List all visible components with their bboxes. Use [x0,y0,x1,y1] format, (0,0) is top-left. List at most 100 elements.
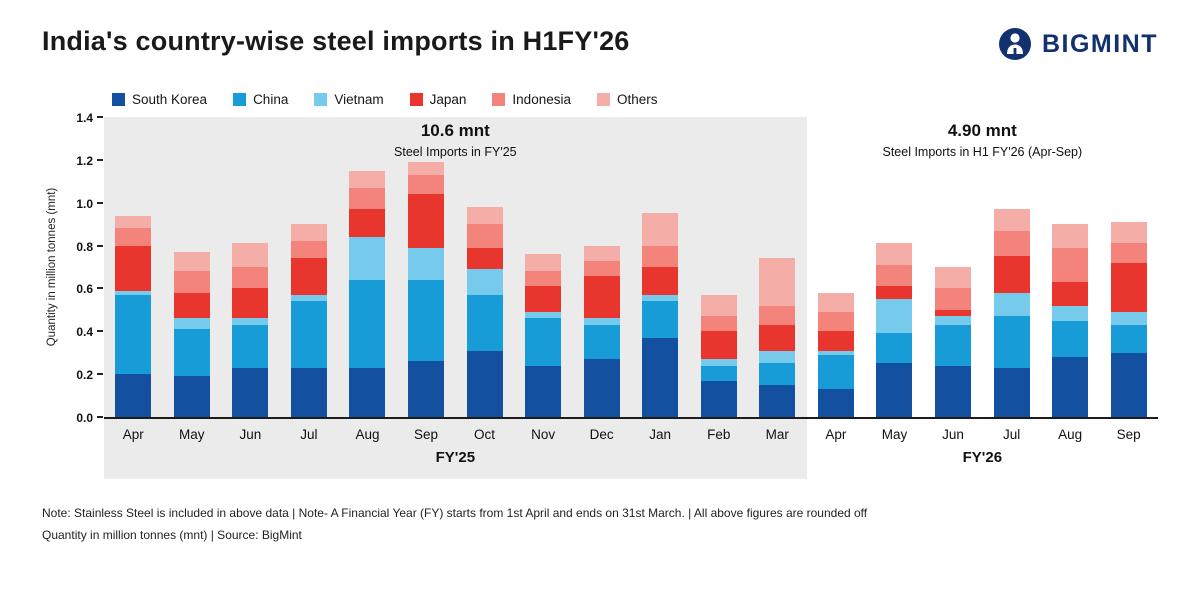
bar-segment [466,207,503,225]
stacked-bar [583,245,620,417]
bar-segment [993,256,1030,293]
footnote-line-2: Quantity in million tonnes (mnt) | Sourc… [42,527,302,542]
bar-segment [232,367,269,417]
bar-segment [1052,305,1089,321]
annotation: 10.6 mnt Steel Imports in FY'25 [104,121,807,159]
annotation-title: 10.6 mnt [420,121,490,140]
stacked-bar [759,258,796,417]
x-tick-label: Jul [300,427,318,442]
legend-label: Indonesia [512,92,571,107]
x-tick-label: Jan [649,427,672,442]
brand-logo: BIGMINT [997,26,1158,62]
legend-label: Japan [429,92,467,107]
bar-segment [700,294,737,317]
bar-segment [583,359,620,417]
x-tick-label: Sep [413,427,439,442]
bar-segment [408,194,444,248]
bar-segment [290,224,327,242]
stacked-bar [466,207,503,417]
legend-label: China [253,92,289,107]
y-tick-label: 0.6 [76,282,93,297]
bar-segment [1052,224,1089,248]
stacked-bar [993,209,1030,417]
bar-segment [466,224,503,248]
bar-segment [115,374,152,417]
bar-segment [993,367,1030,417]
legend-item: Others [596,92,658,107]
bar-segment [232,243,269,268]
y-tick-mark [97,244,103,247]
bar-segment [759,350,796,364]
y-tick-mark [97,201,103,204]
bar-segment [232,324,269,368]
group-label: FY'25 [435,449,476,466]
chart-panel-fy25: 10.6 mnt Steel Imports in FY'25 Apr May Jun J… [104,117,807,479]
bar-segment [408,247,444,280]
bar-segment [232,267,269,289]
brand-name: BIGMINT [1041,29,1158,58]
bar-segment [1110,312,1147,325]
bar-segment [759,363,796,385]
bar-segment [525,286,562,313]
x-tick-label: Nov [531,427,556,442]
y-tick-label: 0.4 [76,325,93,340]
x-tick-labels: Apr May Jun Jul Aug Sep Oct Nov Dec Jan Feb Mar [104,417,807,442]
y-tick-label: 1.0 [76,196,93,211]
legend-swatch [112,93,125,106]
y-tick-mark [97,158,103,161]
x-tick-label: May [881,427,908,442]
bar-segment [759,258,796,306]
bar-segment [583,260,620,276]
bar-segment [290,241,327,259]
bar-segment [232,288,269,319]
bar-segment [115,290,152,295]
y-axis: 0.0 0.2 0.4 0.6 0.8 1.0 1.2 1.4 [62,111,104,425]
bar-segment [993,209,1030,231]
bar-segment [1110,262,1147,313]
y-tick-mark [97,373,103,376]
x-tick-label: May [179,427,205,442]
bar-segment [173,252,210,272]
legend-swatch [492,93,506,106]
bar-segment [232,318,269,325]
bar-segment [642,294,679,302]
legend-swatch [314,93,328,106]
bar-segment [408,361,444,417]
bar-segment [817,331,854,351]
bar-segment [173,318,210,330]
bars-row [807,117,1158,417]
bar-segment [817,292,854,313]
bar-segment [993,316,1030,368]
bar-segment [817,312,854,332]
y-tick-label: 0.8 [76,239,93,254]
legend-label: South Korea [132,92,208,107]
bigmint-logo-icon [998,28,1031,60]
legend-swatch [596,93,610,106]
bar-segment [466,269,503,295]
bar-segment [935,288,972,310]
bar-segment [173,271,210,293]
chart-panel-fy26: 4.90 mnt Steel Imports in H1 FY'26 (Apr-S… [806,117,1158,479]
y-axis-title: Quantity in million tonnes (mnt) [42,117,62,417]
bar-segment [525,271,562,287]
y-axis-title-text: Quantity in million tonnes (mnt) [46,187,58,347]
bar-segment [700,380,737,417]
x-tick-label: Oct [474,427,496,442]
stacked-bar [290,224,327,417]
bar-segment [115,294,152,375]
bar-segment [642,267,679,295]
bar-segment [935,324,972,366]
bar-segment [349,187,386,210]
y-tick-mark [97,330,103,333]
x-tick-label: Jun [239,427,262,442]
annotation: 4.90 mnt Steel Imports in H1 FY'26 (Apr-S… [807,121,1158,159]
legend-label: Others [616,92,658,107]
bar-segment [759,305,796,325]
stacked-bar [700,294,737,417]
bar-segment [1110,243,1147,263]
bar-segment [115,228,152,246]
x-tick-label: Aug [1058,427,1083,442]
y-tick-label: 1.2 [76,153,93,168]
bar-segment [349,209,386,238]
bar-segment [876,243,913,265]
